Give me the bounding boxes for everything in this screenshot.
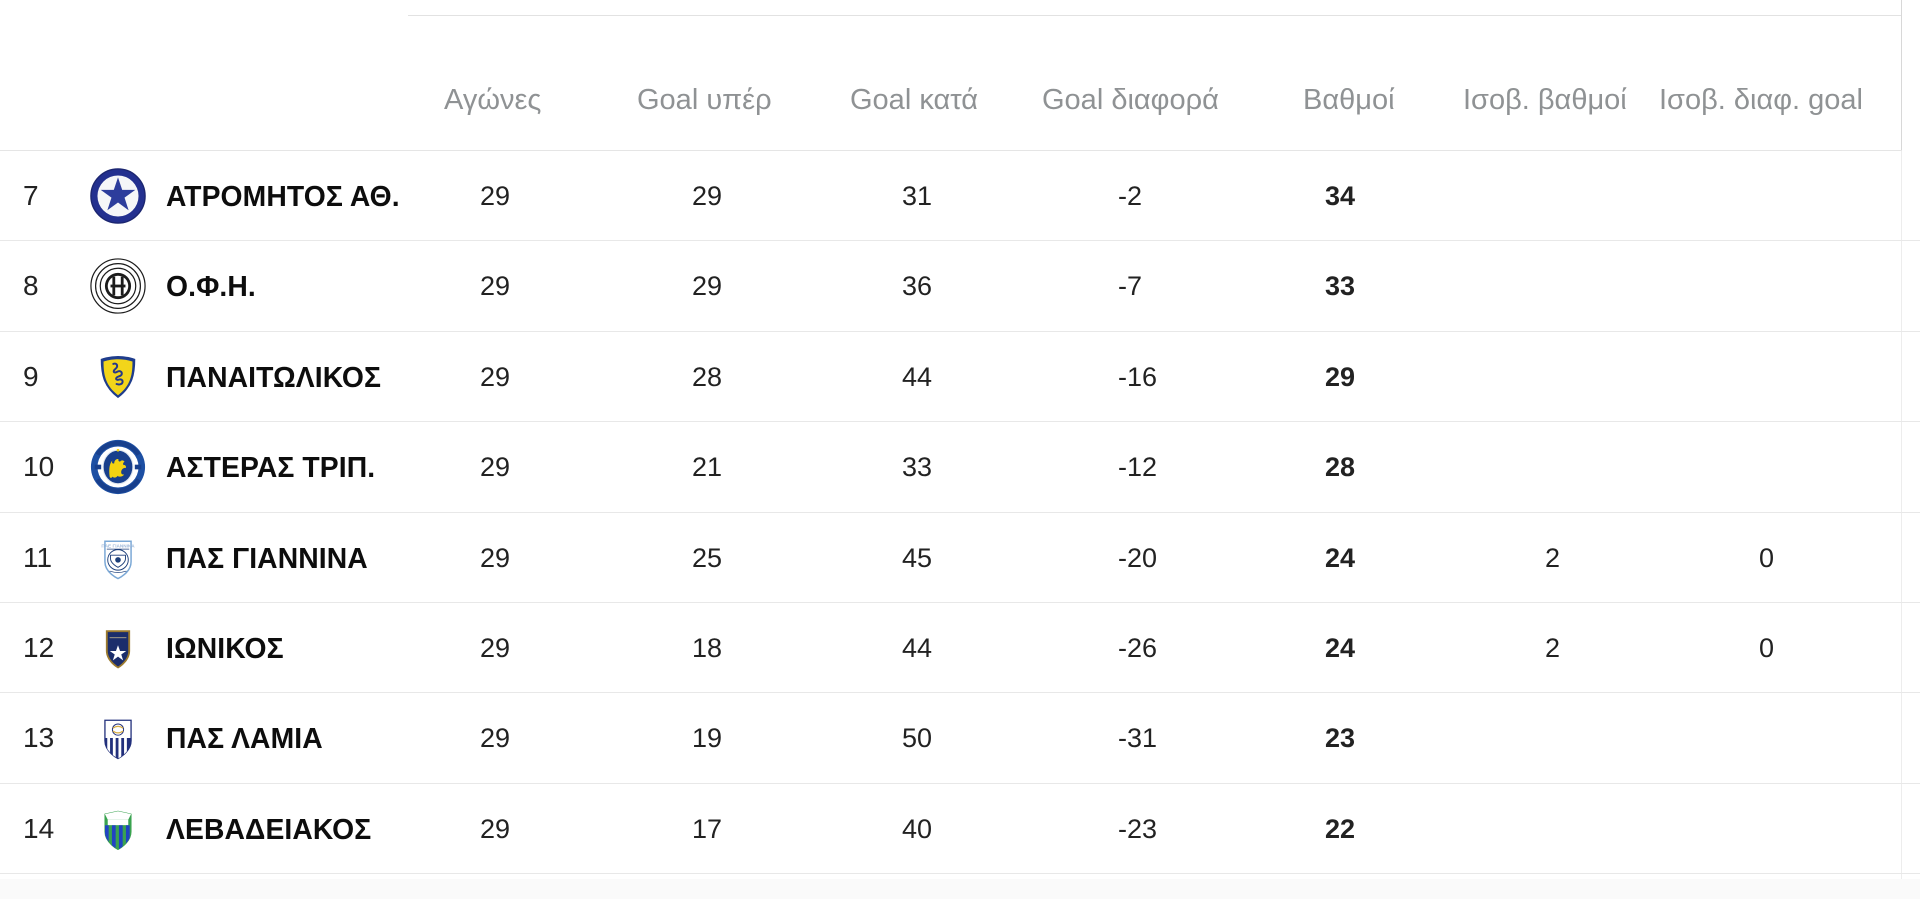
svg-text:ΠΑΕ ΓΙΑΝΝΙΝΑ: ΠΑΕ ΓΙΑΝΝΙΝΑ — [101, 543, 135, 548]
